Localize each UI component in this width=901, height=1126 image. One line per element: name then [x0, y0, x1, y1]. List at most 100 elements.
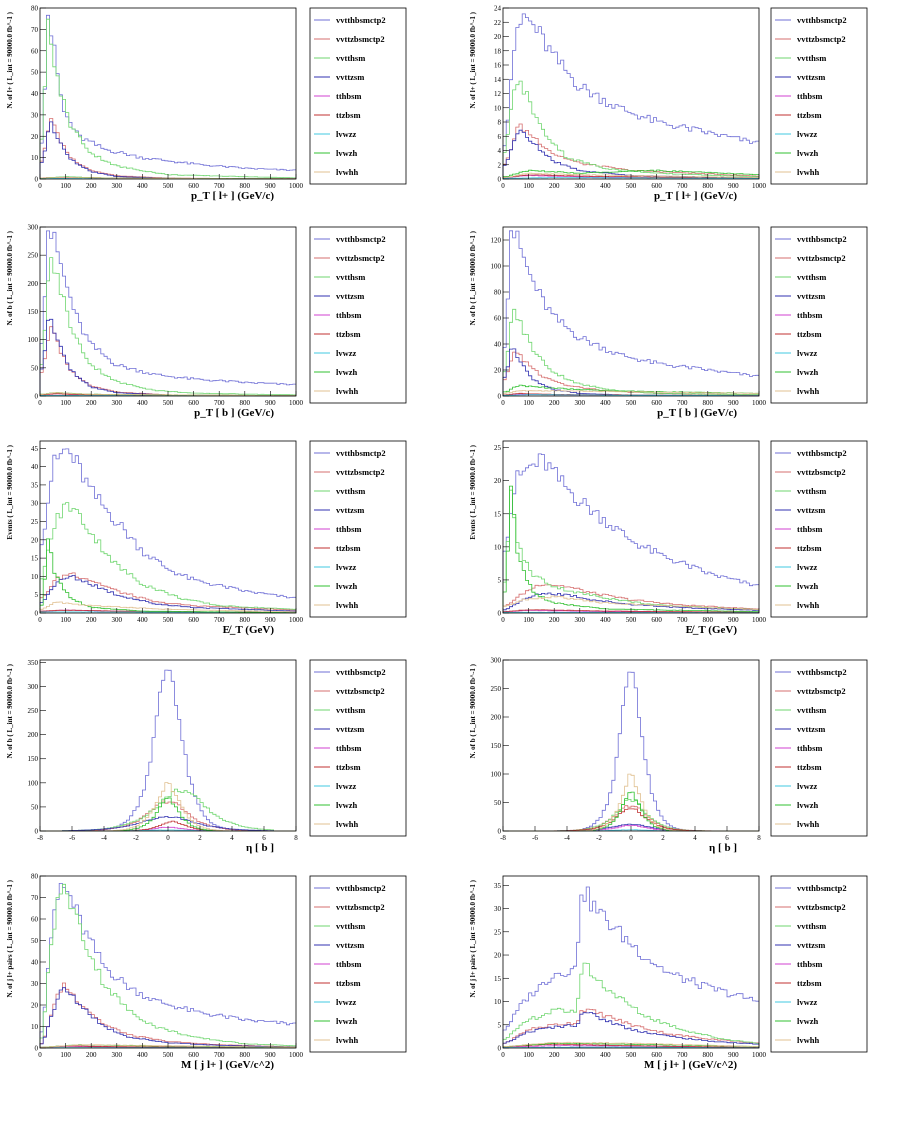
legend-label: tthbsm — [797, 959, 823, 969]
x-tick-label: 200 — [549, 182, 560, 190]
y-tick-label: 100 — [491, 263, 502, 271]
legend-label: ttzbsm — [336, 110, 361, 120]
plot-p10: 0 100 200 300 400 500 600 700 800 900 1000 0 5 10 15 20… — [469, 875, 868, 1071]
y-tick-label: 20 — [31, 536, 39, 544]
x-tick-label: 700 — [677, 1051, 688, 1059]
series-line-vvttzbsmctp2 — [39, 326, 296, 397]
y-tick-label: 5 — [498, 576, 502, 584]
legend-label: vvtthsm — [797, 921, 826, 931]
x-tick-label: 400 — [600, 616, 611, 624]
series-line-lvwhh — [39, 601, 296, 613]
legend-label: lvwhh — [336, 819, 358, 829]
x-tick-label: 500 — [163, 616, 174, 624]
y-tick-label: 0 — [498, 828, 502, 836]
x-tick-label: 0 — [501, 399, 505, 407]
plot-p6: 0 100 200 300 400 500 600 700 800 900 1000 0 5 10 15 20… — [469, 440, 868, 636]
x-axis-title: M [ j l+ ] (GeV/c^2) — [181, 1059, 274, 1071]
legend-label: vvttzsm — [336, 940, 364, 950]
x-tick-label: -2 — [596, 834, 602, 842]
y-tick-label: 70 — [31, 26, 39, 34]
legend-label: lvwhh — [797, 386, 819, 396]
legend-label: vvtthbsmctp2 — [336, 667, 386, 677]
legend-label: vvtthsm — [797, 272, 826, 282]
legend-label: lvwzh — [336, 367, 358, 377]
series-line-vvtthsm — [39, 257, 296, 396]
y-tick-label: 45 — [31, 445, 39, 453]
legend-label: lvwzh — [797, 148, 819, 158]
plot-p7: -8 -6 -4 -2 0 2 4 6 8 0 50 100 150 200 250 300 350 η [ b … — [6, 659, 407, 854]
y-axis-title: Events ( L_int = 90000.0 fb^-1 ) — [469, 444, 477, 539]
legend-label: vvtthsm — [797, 705, 826, 715]
x-axis-title: p_T [ b ] (GeV/c) — [194, 407, 274, 419]
y-axis-title: N. of b ( L_int = 90000.0 fb^-1 ) — [469, 663, 477, 758]
y-tick-label: 0 — [35, 828, 39, 836]
series-line-vvttzsm — [40, 816, 296, 832]
legend-label: tthbsm — [336, 310, 362, 320]
legend-label: lvwzh — [336, 581, 358, 591]
y-tick-label: 20 — [494, 952, 502, 960]
legend-label: lvwzh — [336, 1016, 358, 1026]
x-tick-label: 900 — [265, 616, 276, 624]
y-tick-label: 10 — [31, 573, 39, 581]
x-tick-label: 600 — [651, 399, 662, 407]
plot-p3: 0 100 200 300 400 500 600 700 800 900 1000 0 50 100 15… — [6, 224, 407, 419]
x-tick-label: 1000 — [752, 399, 767, 407]
legend-label: vvttzbsmctp2 — [797, 34, 846, 44]
plot-frame — [39, 7, 297, 180]
legend-label: ttzbsm — [336, 329, 361, 339]
x-tick-label: 1000 — [289, 1051, 304, 1059]
series-line-lvwhh — [502, 390, 759, 396]
y-tick-label: 12 — [494, 90, 502, 98]
legend-label: vvttzsm — [336, 291, 364, 301]
legend-label: vvtthsm — [336, 53, 365, 63]
x-tick-label: 300 — [112, 182, 123, 190]
y-tick-label: 300 — [28, 683, 39, 691]
x-tick-label: 0 — [501, 616, 505, 624]
y-tick-label: 60 — [31, 916, 39, 924]
y-tick-label: 25 — [494, 928, 502, 936]
y-tick-label: 150 — [28, 755, 39, 763]
x-tick-label: 300 — [112, 399, 123, 407]
y-tick-label: 0 — [498, 1045, 502, 1053]
y-tick-label: 50 — [31, 364, 39, 372]
plot-p2: 0 100 200 300 400 500 600 700 800 900 100002468101… — [469, 5, 868, 202]
y-tick-label: 30 — [31, 111, 39, 119]
x-tick-label: 0 — [38, 616, 42, 624]
series-line-vvtthsm — [39, 502, 296, 613]
series-line-vvttzsm — [39, 987, 296, 1048]
legend-label: lvwhh — [797, 1035, 819, 1045]
x-tick-label: 1000 — [752, 1051, 767, 1059]
legend: vvtthbsmctp2 vvttzbsmctp2 vvtthsm vvttzsm tt… — [770, 7, 868, 185]
legend-label: vvttzsm — [797, 505, 825, 515]
series-line-vvtthbsmctp2 — [502, 886, 759, 1048]
series-line-lvwhh — [503, 773, 759, 832]
y-tick-label: 5 — [498, 1021, 502, 1029]
series-line-lvwzh — [503, 791, 759, 832]
y-tick-label: 30 — [494, 905, 502, 913]
x-axis-title: η [ b ] — [709, 842, 737, 854]
series-line-vvtthsm — [40, 788, 296, 832]
x-tick-label: 400 — [600, 399, 611, 407]
x-tick-label: 600 — [188, 182, 199, 190]
series-line-lvwzh — [502, 485, 759, 613]
legend-label: vvttzbsmctp2 — [797, 253, 846, 263]
x-tick-label: 900 — [265, 399, 276, 407]
legend-label: lvwzz — [797, 562, 818, 572]
x-tick-label: 700 — [677, 399, 688, 407]
y-tick-label: 10 — [494, 543, 502, 551]
y-tick-label: 10 — [31, 154, 39, 162]
x-tick-label: 500 — [163, 182, 174, 190]
legend-label: lvwhh — [336, 386, 358, 396]
y-tick-label: 25 — [31, 518, 39, 526]
x-tick-label: 8 — [757, 834, 761, 842]
x-tick-label: 700 — [214, 1051, 225, 1059]
legend-label: vvtthsm — [797, 53, 826, 63]
legend-label: ttzbsm — [797, 543, 822, 553]
legend-label: ttzbsm — [797, 329, 822, 339]
series-line-vvtthbsmctp2 — [39, 883, 296, 1048]
legend: vvtthbsmctp2 vvttzbsmctp2 vvtthsm vvttzsm tt… — [770, 440, 868, 618]
legend-label: vvtthbsmctp2 — [336, 448, 386, 458]
legend-label: tthbsm — [336, 524, 362, 534]
y-tick-label: 70 — [31, 894, 39, 902]
series-line-vvtthbsmctp2 — [39, 230, 296, 396]
